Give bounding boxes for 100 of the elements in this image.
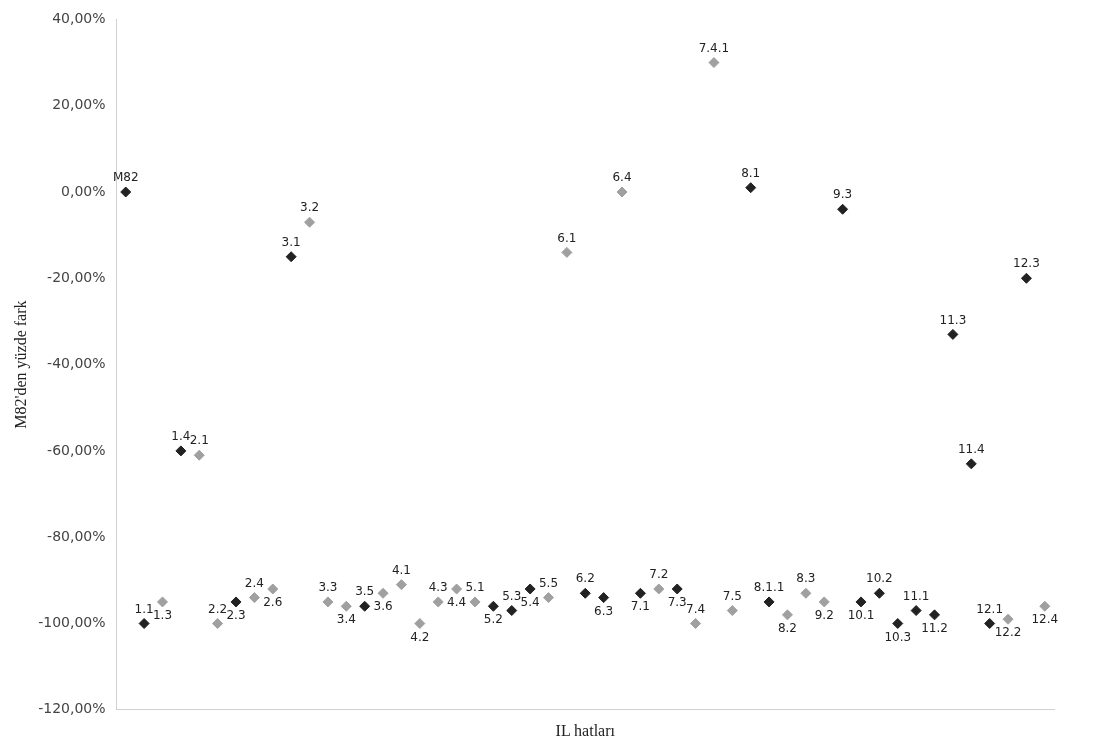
point [984, 618, 996, 629]
point [561, 246, 573, 258]
annotation: 7.4.1 [698, 40, 730, 55]
y-tick-label: -20,00% [47, 268, 106, 285]
y-tick-label: 40,00% [52, 10, 106, 27]
point [800, 587, 812, 599]
point [469, 596, 481, 608]
point [175, 445, 187, 457]
y-tick-label: 0,00% [61, 182, 106, 199]
point [506, 605, 518, 617]
annotation: 6.2 [575, 571, 595, 586]
point [855, 596, 867, 608]
annotation: 4.2 [410, 629, 430, 644]
point [1002, 613, 1014, 625]
y-tick-label: -100,00% [38, 614, 106, 631]
annotation: 10.2 [866, 571, 893, 586]
point [616, 186, 628, 198]
point [1020, 272, 1032, 284]
point [634, 587, 646, 599]
annotation: 2.3 [226, 608, 246, 623]
point [193, 449, 205, 461]
point [395, 579, 407, 591]
y-tick-label: 20,00% [52, 96, 106, 113]
annotation: 7.5 [722, 588, 742, 603]
point [671, 583, 683, 595]
point [745, 182, 757, 194]
annotation: 5.3 [502, 588, 522, 603]
annotation: 7.2 [649, 567, 669, 582]
y-tick-label: -80,00% [47, 527, 106, 544]
point [818, 596, 830, 608]
annotation: 3.5 [355, 584, 375, 599]
annotation: 4.4 [447, 595, 467, 610]
point [781, 609, 793, 621]
annotation: 6.4 [612, 170, 632, 185]
annotation: M82 [112, 170, 139, 185]
annotation: 3.6 [373, 599, 393, 614]
annotation: 12.4 [1031, 612, 1059, 627]
annotation: 3.1 [281, 234, 301, 249]
point [157, 596, 168, 608]
annotation: 4.3 [428, 580, 448, 595]
annotation: 11.1 [902, 588, 930, 603]
point [138, 618, 150, 629]
point [543, 592, 555, 604]
annotation: 7.1 [630, 599, 650, 614]
point [708, 57, 720, 69]
point [524, 583, 536, 595]
annotation: 8.2 [777, 620, 798, 635]
point [322, 596, 334, 608]
annotation: 1.3 [152, 608, 173, 623]
point [579, 587, 591, 599]
point [892, 618, 904, 629]
point [212, 618, 224, 629]
point [359, 600, 371, 612]
annotation: 6.3 [594, 603, 614, 618]
point [304, 216, 316, 228]
point [285, 251, 297, 263]
annotation: 9.2 [814, 608, 834, 623]
point [947, 328, 959, 340]
annotation: 1.1 [134, 601, 154, 616]
point [230, 596, 242, 608]
annotation: 2.1 [189, 433, 209, 448]
annotation: 5.1 [465, 580, 485, 595]
annotation: 5.4 [520, 595, 540, 610]
annotation: 3.4 [336, 612, 356, 627]
annotation: 1.4 [171, 429, 191, 444]
point [929, 609, 941, 621]
annotation: 2.6 [263, 595, 283, 610]
annotation: 5.2 [483, 612, 503, 627]
point [1039, 600, 1051, 612]
y-tick-label: -40,00% [47, 355, 106, 372]
annotation: 10.1 [847, 608, 875, 623]
point [267, 583, 279, 595]
point [451, 583, 463, 595]
annotation: 6.1 [557, 230, 577, 245]
y-tick-label: -60,00% [47, 441, 106, 458]
annotation: 7.4 [686, 601, 706, 616]
annotation: 7.3 [667, 595, 687, 610]
point [248, 592, 260, 604]
annotation: 11.4 [957, 441, 985, 456]
point [340, 600, 352, 612]
point [873, 587, 885, 599]
point [598, 592, 610, 604]
point [837, 203, 849, 215]
point [487, 600, 499, 612]
annotation: 8.3 [796, 571, 816, 586]
point [910, 605, 922, 617]
point [414, 618, 426, 629]
annotation: 12.1 [976, 601, 1004, 616]
annotation: 5.5 [538, 575, 559, 590]
point [726, 605, 738, 617]
point [120, 186, 132, 198]
annotation: 3.2 [300, 200, 320, 215]
y-axis-title: M82'den yüzde fark [11, 300, 30, 429]
point [690, 618, 702, 629]
annotation: 12.3 [1013, 256, 1040, 271]
y-tick-label: -120,00% [38, 700, 106, 717]
annotation: 2.2 [208, 601, 228, 616]
annotation: 8.1.1 [753, 580, 785, 595]
annotation: 2.4 [244, 575, 264, 590]
point [653, 583, 665, 595]
